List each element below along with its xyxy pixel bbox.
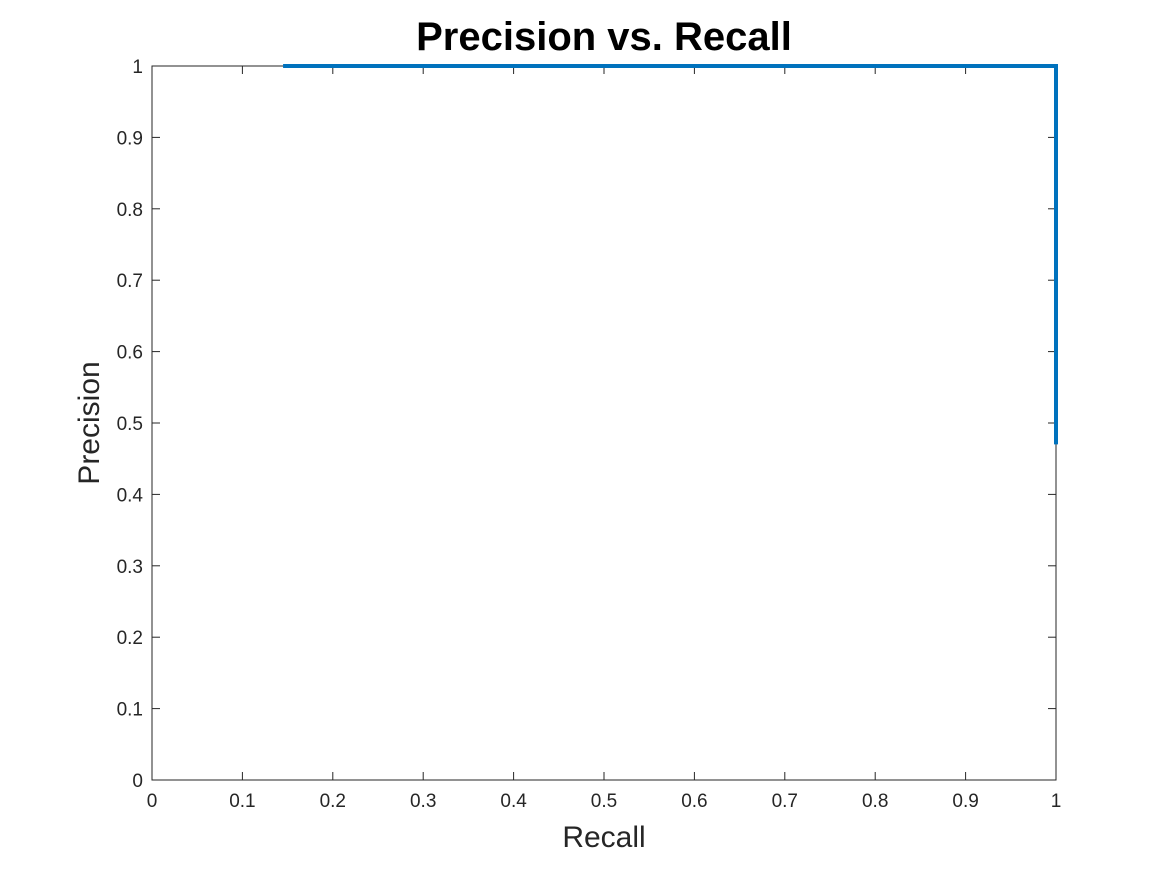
y-tick-label: 0.9 [117,128,143,149]
x-tick-label: 0.4 [500,791,527,812]
x-tick-label: 0.8 [862,791,888,812]
series-layer [283,64,1058,445]
y-tick-label: 0 [132,771,143,792]
y-tick-label: 0.2 [117,628,143,649]
y-tick-label: 0.7 [117,271,143,292]
y-tick-label: 0.4 [117,485,144,506]
x-tick-label: 0.6 [681,791,707,812]
ticks-layer: 0 0.1 0.2 0.3 0.4 0.5 0.6 0.7 0.8 0.9 1 0 0.1 0.2 0.3 0… [117,57,1062,812]
x-tick-label: 0.1 [229,791,255,812]
x-tick-label: 0.7 [772,791,798,812]
y-axis-label: Precision [73,361,106,484]
y-tick-label: 0.1 [117,700,143,721]
chart-title: Precision vs. Recall [416,15,792,59]
x-tick-label: 1 [1051,791,1062,812]
x-tick-label: 0.3 [410,791,436,812]
y-tick-label: 1 [132,57,143,78]
y-tick-label: 0.8 [117,200,143,221]
series-line-0 [283,64,1058,445]
x-tick-label: 0 [147,791,158,812]
x-tick-label: 0.2 [320,791,346,812]
x-tick-label: 0.9 [952,791,978,812]
y-tick-label: 0.6 [117,343,143,364]
plot-frame [151,65,1057,781]
y-tick-label: 0.3 [117,557,143,578]
y-tick-label: 0.5 [117,414,143,435]
x-tick-label: 0.5 [591,791,617,812]
x-axis-label: Recall [562,821,645,854]
